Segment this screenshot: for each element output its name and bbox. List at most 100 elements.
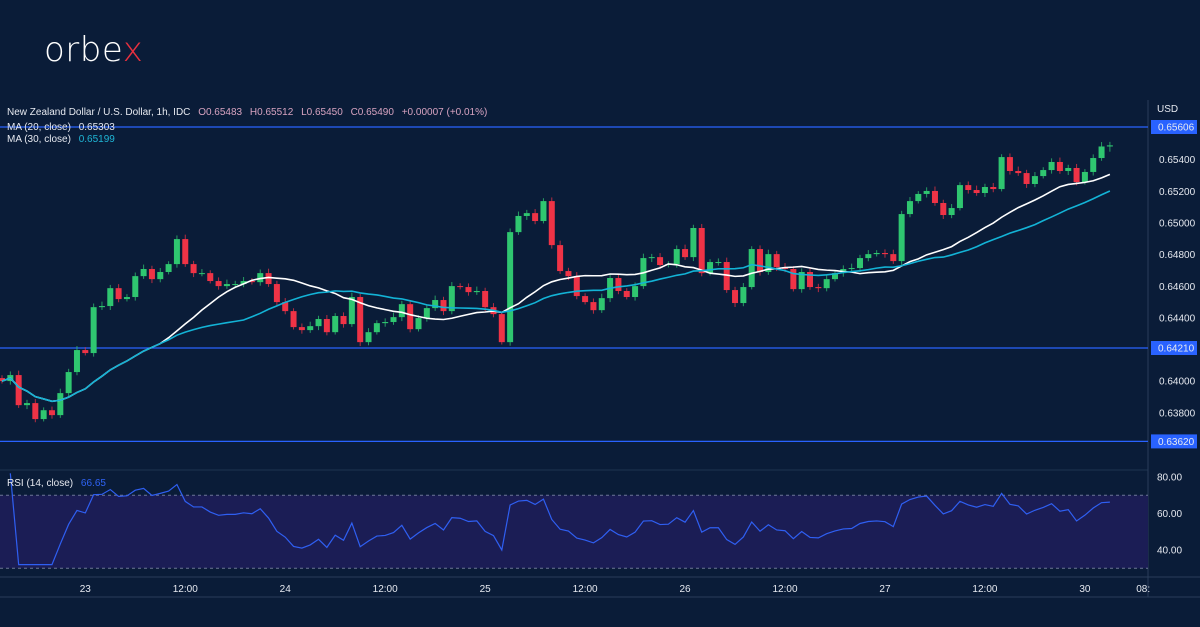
candle-body xyxy=(923,190,930,194)
candle-body xyxy=(1056,161,1063,172)
candle-body xyxy=(398,304,405,318)
ma30-value: 0.65199 xyxy=(78,134,115,145)
candle-body xyxy=(1031,176,1038,184)
candle-body xyxy=(881,253,888,255)
candle-body xyxy=(273,284,280,303)
time-tick: 26 xyxy=(679,584,691,595)
candle-body xyxy=(498,314,505,343)
candle-body xyxy=(465,287,472,293)
ma20-line xyxy=(1,173,1111,403)
time-tick: 25 xyxy=(480,584,492,595)
time-tick: 08: xyxy=(1136,584,1150,595)
candle-body xyxy=(1065,168,1072,172)
candle-body xyxy=(32,403,39,420)
candle-body xyxy=(1081,171,1088,183)
level-price-label: 0.64210 xyxy=(1158,344,1195,355)
candle-body xyxy=(207,273,214,282)
price-tick: 0.64800 xyxy=(1159,250,1196,261)
level-price-label: 0.63620 xyxy=(1158,437,1195,448)
candle-body xyxy=(790,269,797,290)
candle-body xyxy=(307,326,314,331)
level-price-badge xyxy=(1151,434,1197,449)
candle-body xyxy=(573,276,580,297)
candle-body xyxy=(673,249,680,265)
ma20-label: MA (20, close) xyxy=(7,122,71,133)
candle-body xyxy=(815,287,822,289)
level-price-badge xyxy=(1151,341,1197,355)
candle-body xyxy=(723,262,730,291)
candle-body xyxy=(915,193,922,202)
candle-body xyxy=(773,254,780,268)
candle-body xyxy=(340,316,347,325)
candles xyxy=(0,141,1113,423)
candle-body xyxy=(682,249,689,258)
candle-body xyxy=(515,215,522,233)
candle-body xyxy=(865,254,872,259)
candle-body xyxy=(740,287,747,304)
price-tick: 0.63800 xyxy=(1159,408,1196,419)
rsi-tick: 40.00 xyxy=(1157,546,1182,557)
candle-body xyxy=(715,262,722,264)
candle-body xyxy=(1015,171,1022,174)
candle-body xyxy=(1048,161,1055,171)
candle-body xyxy=(548,201,555,246)
candle-body xyxy=(540,201,547,222)
candle-body xyxy=(373,323,380,333)
symbol-legend: New Zealand Dollar / U.S. Dollar, 1h, ID… xyxy=(7,107,487,118)
candle-body xyxy=(107,288,114,307)
candle-body xyxy=(648,257,655,259)
candle-body xyxy=(981,186,988,194)
time-tick: 12:00 xyxy=(173,584,198,595)
candle-body xyxy=(290,311,297,328)
candle-body xyxy=(157,272,164,280)
candle-body xyxy=(807,272,814,288)
time-tick: 12:00 xyxy=(373,584,398,595)
candle-body xyxy=(315,319,322,327)
candle-body xyxy=(1040,170,1047,177)
ohlc-close: C0.65490 xyxy=(350,107,394,118)
candle-body xyxy=(0,378,5,382)
time-tick: 12:00 xyxy=(573,584,598,595)
rsi-legend[interactable]: RSI (14, close) 66.65 xyxy=(7,478,106,489)
symbol-title: New Zealand Dollar / U.S. Dollar, 1h, ID… xyxy=(7,107,191,118)
candle-body xyxy=(482,291,489,308)
candle-body xyxy=(523,213,530,216)
candle-body xyxy=(623,291,630,298)
candle-body xyxy=(448,286,455,312)
candle-body xyxy=(257,273,264,283)
candle-body xyxy=(215,281,222,287)
candle-body xyxy=(73,350,80,373)
candle-body xyxy=(440,300,447,312)
candle-body xyxy=(1098,146,1105,159)
candle-body xyxy=(90,307,97,354)
ma30-line xyxy=(1,190,1111,403)
candle-body xyxy=(998,157,1005,190)
candle-body xyxy=(323,319,330,333)
candle-body xyxy=(240,281,247,285)
candle-body xyxy=(1023,173,1030,184)
level-price-badge xyxy=(1151,120,1197,134)
rsi-band xyxy=(0,495,1148,569)
ohlc-high: H0.65512 xyxy=(249,107,294,118)
candle-body xyxy=(707,262,714,274)
candle-body xyxy=(132,276,139,298)
candle-body xyxy=(1106,145,1113,147)
time-tick: 12:00 xyxy=(773,584,798,595)
rsi-tick: 60.00 xyxy=(1157,509,1182,520)
ohlc-change: +0.00007 (+0.01%) xyxy=(401,107,488,118)
ohlc-open: O0.65483 xyxy=(198,107,243,118)
ma20-legend[interactable]: MA (20, close) 0.65303 xyxy=(7,122,115,133)
candle-body xyxy=(265,273,272,285)
candle-body xyxy=(748,249,755,288)
candle-body xyxy=(940,202,947,216)
candle-body xyxy=(232,284,239,286)
time-tick: 24 xyxy=(280,584,292,595)
level-price-label: 0.65606 xyxy=(1158,123,1195,134)
candle-body xyxy=(557,245,564,272)
candle-body xyxy=(182,239,189,265)
candle-body xyxy=(407,304,414,330)
candle-body xyxy=(798,272,805,290)
ma30-legend[interactable]: MA (30, close) 0.65199 xyxy=(7,134,115,145)
candle-body xyxy=(248,281,255,283)
